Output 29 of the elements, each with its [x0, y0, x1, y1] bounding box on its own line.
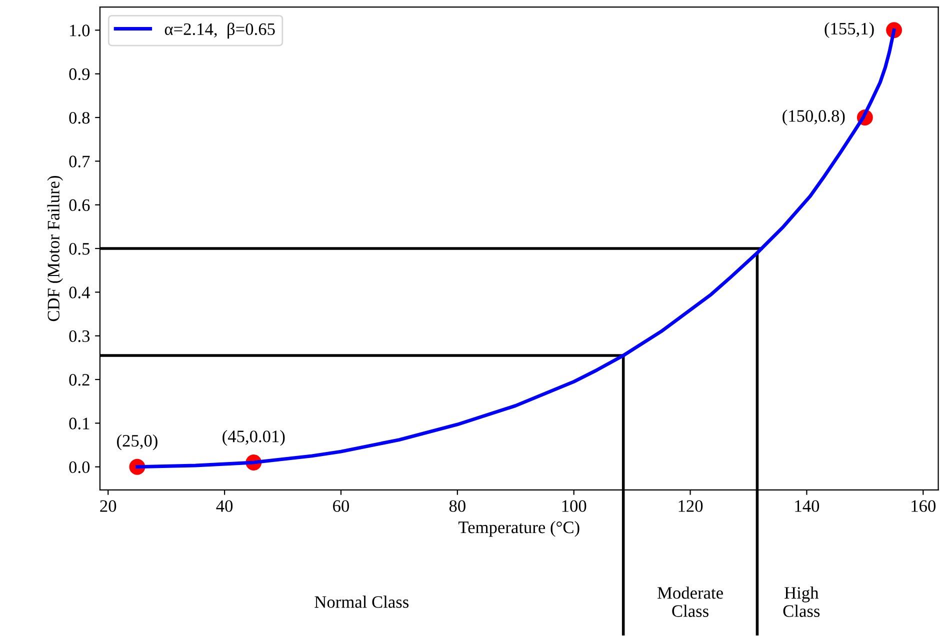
x-tick-label: 140	[795, 500, 820, 512]
x-tick-label: 60	[333, 500, 349, 512]
text: Normal Class	[314, 596, 409, 608]
y-tick-label: 0.9	[69, 68, 90, 80]
x-axis-title: Temperature (°C)	[458, 521, 580, 537]
annotation: (155,1)	[824, 22, 874, 38]
y-tick-label: 0.6	[69, 199, 90, 212]
y-tick-label: 0.2	[69, 374, 90, 386]
annotation: (45,0.01)	[222, 430, 285, 446]
text: High Class	[783, 586, 820, 617]
y-tick-label: 1.0	[70, 24, 90, 36]
x-tick-label: 160	[912, 500, 936, 512]
y-tick-label: 0.0	[69, 461, 90, 474]
y-tick-label: 0.7	[69, 156, 90, 168]
y-tick-label: 0.3	[69, 330, 90, 342]
x-tick-label: 20	[100, 500, 116, 512]
y-tick-label: 0.8	[69, 112, 90, 124]
x-tick-label: 80	[449, 500, 466, 512]
legend-label: α=2.14, β=0.65	[164, 22, 275, 39]
y-tick-label: 0.4	[69, 286, 90, 298]
annotation: (25,0)	[117, 434, 158, 450]
text: Moderate Class	[658, 586, 723, 617]
y-tick-label: 0.5	[69, 242, 90, 255]
x-tick-label: 40	[216, 500, 233, 512]
x-tick-label: 100	[562, 500, 586, 512]
annotation: (150,0.8)	[782, 110, 845, 126]
x-tick-label: 120	[678, 500, 703, 512]
y-axis-title: CDF (Motor Failure)	[47, 176, 63, 322]
y-tick-label: 0.1	[69, 418, 90, 430]
